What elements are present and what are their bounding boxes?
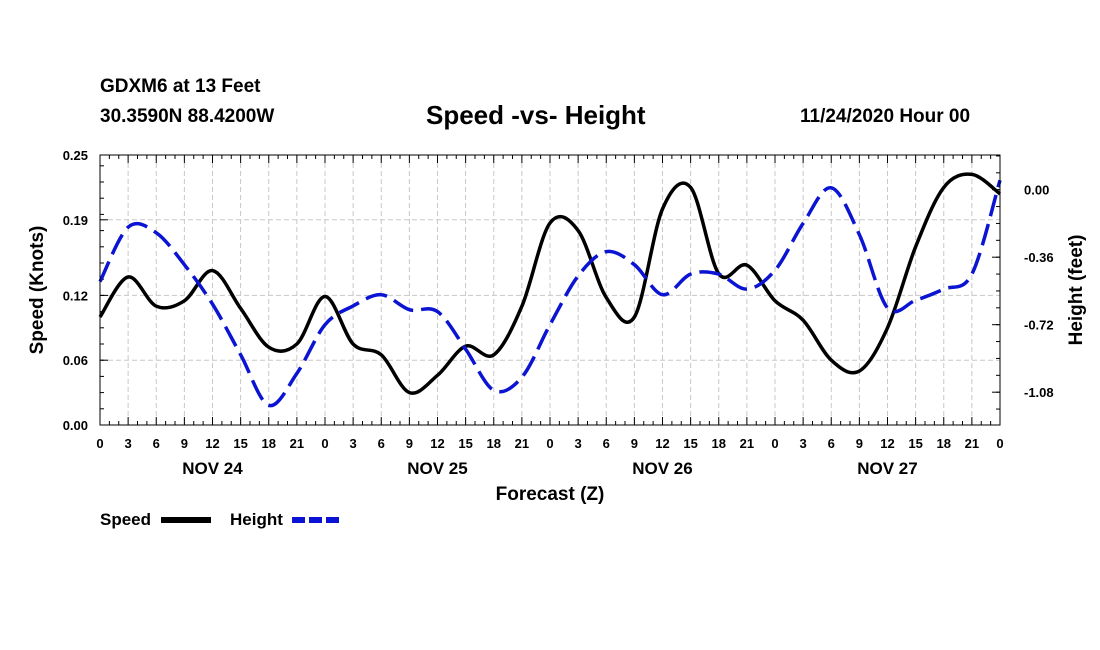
y-axis-title: Speed (Knots) xyxy=(27,226,48,355)
x-tick-label: 21 xyxy=(740,436,754,451)
legend: Speed Height xyxy=(100,510,342,529)
speed-series xyxy=(98,172,1002,395)
height-line xyxy=(98,179,1002,408)
x-tick-label: 21 xyxy=(290,436,304,451)
x-tick-label: 15 xyxy=(683,436,697,451)
x-tick-label: 12 xyxy=(205,436,219,451)
height-series xyxy=(98,179,1002,408)
x-tick-label: 18 xyxy=(262,436,276,451)
x-tick-label: 9 xyxy=(181,436,188,451)
x-tick-label: 18 xyxy=(937,436,951,451)
day-label: NOV 26 xyxy=(632,459,692,478)
legend-height-label: Height xyxy=(230,510,283,529)
y2-tick-label: -0.36 xyxy=(1024,250,1054,265)
day-label: NOV 24 xyxy=(182,459,243,478)
x-tick-label: 15 xyxy=(233,436,247,451)
x-tick-label: 3 xyxy=(575,436,582,451)
day-label: NOV 25 xyxy=(407,459,467,478)
legend-speed-label: Speed xyxy=(100,510,151,529)
x-tick-label: 3 xyxy=(800,436,807,451)
y-tick-label: 0.19 xyxy=(63,213,88,228)
x-tick-label: 21 xyxy=(965,436,979,451)
x-tick-label: 15 xyxy=(458,436,472,451)
x-tick-label: 0 xyxy=(321,436,328,451)
day-label: NOV 27 xyxy=(857,459,917,478)
x-tick-label: 12 xyxy=(655,436,669,451)
x-tick-label: 9 xyxy=(856,436,863,451)
right-axis-labels: 0.00 -0.36 -0.72 -1.08 xyxy=(1024,183,1054,401)
y-tick-label: 0.12 xyxy=(63,288,88,303)
x-tick-label: 6 xyxy=(153,436,160,451)
x-tick-label: 6 xyxy=(828,436,835,451)
x-tick-label: 12 xyxy=(880,436,894,451)
speed-line xyxy=(98,172,1002,395)
left-axis-labels: 0.00 0.06 0.12 0.19 0.25 xyxy=(63,148,88,433)
x-axis-title: Forecast (Z) xyxy=(496,484,605,505)
y-tick-label: 0.06 xyxy=(63,353,88,368)
x-tick-label: 0 xyxy=(546,436,553,451)
x-tick-label: 0 xyxy=(996,436,1003,451)
y2-tick-label: -0.72 xyxy=(1024,318,1054,333)
x-tick-label: 15 xyxy=(908,436,922,451)
y-tick-label: 0.25 xyxy=(63,148,88,163)
grid xyxy=(100,155,1000,425)
x-tick-label: 18 xyxy=(487,436,501,451)
x-tick-label: 3 xyxy=(125,436,132,451)
x-tick-label: 18 xyxy=(712,436,726,451)
x-tick-label: 0 xyxy=(96,436,103,451)
y2-tick-label: 0.00 xyxy=(1024,183,1049,198)
plot-frame xyxy=(99,154,1001,426)
x-axis-labels: 0 3 6 9 12 15 18 21 0 3 6 9 12 15 18 21 0 3 6 9 12 15 18 21 0 3 6 9… xyxy=(96,436,1003,451)
x-tick-label: 3 xyxy=(350,436,357,451)
y2-axis-title: Height (feet) xyxy=(1066,235,1087,346)
x-tick-label: 9 xyxy=(631,436,638,451)
station-label: GDXM6 at 13 Feet xyxy=(100,76,261,97)
x-tick-label: 6 xyxy=(603,436,610,451)
y-tick-label: 0.00 xyxy=(63,418,88,433)
chart-title: Speed -vs- Height xyxy=(426,100,646,130)
x-tick-label: 9 xyxy=(406,436,413,451)
datetime-label: 11/24/2020 Hour 00 xyxy=(800,106,971,127)
x-tick-label: 21 xyxy=(515,436,529,451)
x-tick-label: 12 xyxy=(430,436,444,451)
x-tick-label: 6 xyxy=(378,436,385,451)
y2-tick-label: -1.08 xyxy=(1024,385,1054,400)
x-tick-label: 0 xyxy=(771,436,778,451)
day-labels: NOV 24 NOV 25 NOV 26 NOV 27 xyxy=(182,459,917,478)
location-label: 30.3590N 88.4200W xyxy=(100,106,275,127)
